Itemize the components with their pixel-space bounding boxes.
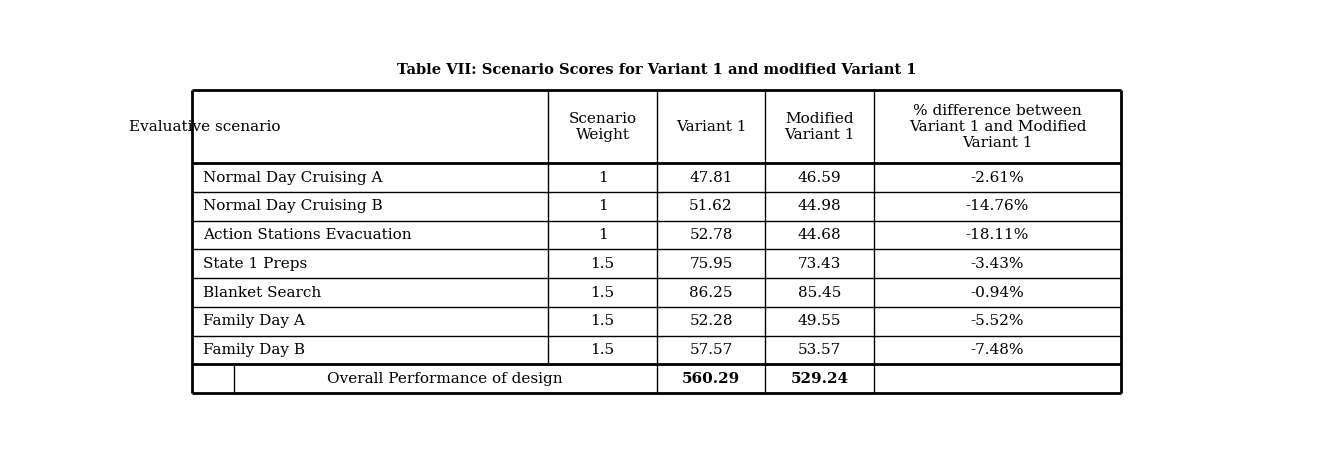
Text: 51.62: 51.62 — [689, 199, 733, 213]
Text: Variant 1: Variant 1 — [675, 120, 746, 134]
Text: -14.76%: -14.76% — [966, 199, 1030, 213]
Text: 73.43: 73.43 — [798, 257, 840, 271]
Text: Family Day A: Family Day A — [202, 314, 305, 328]
Text: Normal Day Cruising A: Normal Day Cruising A — [202, 171, 382, 184]
Text: 52.28: 52.28 — [689, 314, 733, 328]
Text: 46.59: 46.59 — [798, 171, 842, 184]
Text: 57.57: 57.57 — [690, 343, 733, 357]
Text: 1.5: 1.5 — [590, 343, 614, 357]
Text: Table VII: Scenario Scores for Variant 1 and modified Variant 1: Table VII: Scenario Scores for Variant 1… — [397, 63, 916, 76]
Text: Scenario
Weight: Scenario Weight — [569, 112, 637, 142]
Text: -0.94%: -0.94% — [971, 286, 1024, 300]
Text: State 1 Preps: State 1 Preps — [202, 257, 306, 271]
Text: -2.61%: -2.61% — [971, 171, 1024, 184]
Text: 44.68: 44.68 — [798, 228, 842, 242]
Text: Blanket Search: Blanket Search — [202, 286, 321, 300]
Text: 49.55: 49.55 — [798, 314, 842, 328]
Text: Evaluative scenario: Evaluative scenario — [129, 120, 281, 134]
Text: 44.98: 44.98 — [798, 199, 842, 213]
Text: -5.52%: -5.52% — [971, 314, 1024, 328]
Text: Action Stations Evacuation: Action Stations Evacuation — [202, 228, 412, 242]
Text: 1.5: 1.5 — [590, 286, 614, 300]
Text: -18.11%: -18.11% — [966, 228, 1030, 242]
Text: 560.29: 560.29 — [682, 372, 741, 386]
Text: 529.24: 529.24 — [790, 372, 848, 386]
Text: 1.5: 1.5 — [590, 314, 614, 328]
Text: 1.5: 1.5 — [590, 257, 614, 271]
Text: -3.43%: -3.43% — [971, 257, 1024, 271]
Text: Modified
Variant 1: Modified Variant 1 — [785, 112, 855, 142]
Text: Family Day B: Family Day B — [202, 343, 305, 357]
Text: Normal Day Cruising B: Normal Day Cruising B — [202, 199, 382, 213]
Text: 47.81: 47.81 — [689, 171, 733, 184]
Text: 85.45: 85.45 — [798, 286, 840, 300]
Text: % difference between
Variant 1 and Modified
Variant 1: % difference between Variant 1 and Modif… — [908, 104, 1087, 150]
Text: Overall Performance of design: Overall Performance of design — [328, 372, 563, 386]
Text: 75.95: 75.95 — [690, 257, 733, 271]
Text: 53.57: 53.57 — [798, 343, 840, 357]
Text: -7.48%: -7.48% — [971, 343, 1024, 357]
Text: 86.25: 86.25 — [689, 286, 733, 300]
Text: 1: 1 — [598, 171, 607, 184]
Text: 52.78: 52.78 — [690, 228, 733, 242]
Text: 1: 1 — [598, 199, 607, 213]
Text: 1: 1 — [598, 228, 607, 242]
